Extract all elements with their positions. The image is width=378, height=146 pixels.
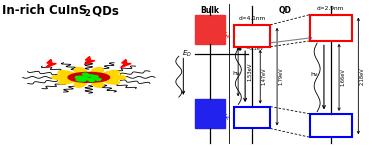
Text: VB: VB <box>203 109 216 118</box>
Circle shape <box>76 79 82 81</box>
Text: $1S_e$: $1S_e$ <box>218 31 232 41</box>
Ellipse shape <box>102 71 119 76</box>
Text: 2.18eV: 2.18eV <box>359 67 365 85</box>
Circle shape <box>84 78 90 80</box>
Text: QD: QD <box>279 6 292 15</box>
Text: Bulk: Bulk <box>200 6 219 15</box>
Text: $1S_h$: $1S_h$ <box>218 112 232 123</box>
Text: QDs: QDs <box>88 4 119 17</box>
Text: $E_D$: $E_D$ <box>182 49 192 59</box>
Text: d=2.9nm: d=2.9nm <box>317 6 344 11</box>
Text: hν: hν <box>311 72 318 77</box>
Text: 1.47eV: 1.47eV <box>262 68 266 85</box>
Circle shape <box>81 76 86 78</box>
Circle shape <box>89 80 94 82</box>
Circle shape <box>77 76 83 78</box>
Ellipse shape <box>68 72 110 82</box>
FancyBboxPatch shape <box>195 15 225 44</box>
Ellipse shape <box>91 80 104 87</box>
Circle shape <box>91 77 97 79</box>
Circle shape <box>93 76 98 78</box>
Circle shape <box>81 79 86 81</box>
Text: 1.53eV: 1.53eV <box>248 62 253 81</box>
Polygon shape <box>84 57 95 65</box>
Ellipse shape <box>102 78 119 84</box>
Circle shape <box>96 78 101 80</box>
Polygon shape <box>46 59 56 68</box>
Circle shape <box>89 79 94 81</box>
Ellipse shape <box>74 67 87 75</box>
Circle shape <box>90 79 95 81</box>
Circle shape <box>80 77 85 79</box>
Ellipse shape <box>91 67 104 75</box>
Circle shape <box>89 75 94 77</box>
Ellipse shape <box>52 75 71 80</box>
Circle shape <box>82 73 88 75</box>
Ellipse shape <box>58 78 76 84</box>
Circle shape <box>75 76 81 78</box>
Polygon shape <box>121 59 131 68</box>
FancyBboxPatch shape <box>195 99 225 128</box>
Text: d=4.1nm: d=4.1nm <box>238 16 266 21</box>
Circle shape <box>77 79 82 81</box>
Circle shape <box>85 74 90 76</box>
Text: 1.79eV: 1.79eV <box>278 68 284 85</box>
Text: 1.66eV: 1.66eV <box>340 68 345 86</box>
Text: In-rich CuInS: In-rich CuInS <box>2 4 87 17</box>
Text: CB: CB <box>203 25 216 34</box>
Text: ~0.1eV: ~0.1eV <box>246 46 264 51</box>
Ellipse shape <box>58 71 76 76</box>
Ellipse shape <box>106 75 126 80</box>
Text: hν: hν <box>232 71 239 76</box>
Text: 2: 2 <box>84 9 90 19</box>
Ellipse shape <box>74 80 87 87</box>
